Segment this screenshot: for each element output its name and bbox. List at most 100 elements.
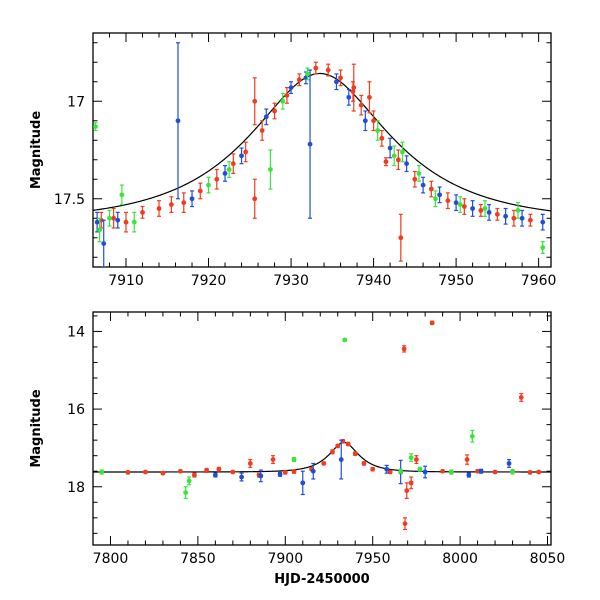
data-point	[401, 345, 407, 353]
data-point	[204, 467, 210, 473]
data-point	[119, 184, 125, 206]
top-panel: 7910 7920 7930 7940 7950 7960 17 17.5 Magnitude	[29, 32, 556, 289]
data-point	[268, 149, 273, 190]
data-point	[445, 192, 451, 210]
data-point	[123, 211, 129, 233]
data-point	[335, 443, 341, 449]
data-point	[402, 517, 408, 531]
data-point	[94, 211, 100, 233]
data-point	[466, 472, 472, 478]
x-axis-label: HJD-2450000	[274, 572, 369, 587]
data-point	[115, 211, 121, 229]
y-tick-label: 16	[67, 402, 85, 418]
y-axis-label: Magnitude	[29, 389, 44, 468]
data-point	[404, 155, 409, 173]
x-tick-label: 7920	[191, 273, 227, 289]
data-point	[307, 69, 313, 219]
data-point	[197, 182, 203, 200]
data-point	[131, 211, 137, 233]
x-tick-label: 8050	[530, 551, 566, 567]
data-point	[540, 241, 546, 254]
data-point	[367, 81, 372, 114]
data-point	[178, 468, 183, 474]
data-point	[387, 137, 393, 159]
data-point	[239, 147, 244, 165]
data-point	[97, 217, 103, 243]
data-point	[212, 472, 218, 478]
model-curve	[93, 441, 551, 473]
data-point	[433, 190, 438, 208]
data-point	[216, 466, 222, 472]
data-point	[464, 454, 470, 465]
data-point	[345, 441, 351, 447]
data-point	[143, 469, 148, 475]
data-point	[478, 204, 484, 217]
data-point	[338, 439, 344, 480]
y-tick-label: 17.5	[54, 192, 85, 208]
data-point	[252, 77, 258, 126]
data-point	[107, 209, 112, 227]
data-point	[506, 458, 512, 468]
data-point	[429, 320, 435, 326]
data-point	[330, 449, 335, 455]
data-point	[346, 88, 352, 106]
data-point	[536, 469, 542, 475]
data-point	[125, 469, 131, 475]
data-point	[270, 455, 276, 465]
data-point	[486, 204, 492, 221]
data-point	[358, 94, 364, 116]
data-point	[239, 472, 244, 482]
data-point	[519, 209, 525, 227]
data-point	[527, 213, 533, 227]
x-tick-label: 7950	[438, 273, 474, 289]
data-point	[412, 170, 418, 188]
data-point	[375, 120, 381, 141]
data-point	[140, 205, 145, 219]
data-point	[527, 469, 533, 475]
data-point	[300, 470, 306, 496]
data-point	[189, 190, 195, 208]
data-point	[379, 129, 385, 147]
data-point	[461, 198, 467, 215]
series-red	[125, 320, 542, 531]
data-point	[160, 470, 166, 476]
y-tick-label: 14	[67, 324, 85, 340]
data-point	[313, 61, 319, 75]
data-point	[291, 457, 297, 463]
data-point	[370, 466, 376, 472]
data-point	[351, 63, 357, 112]
model-curve	[93, 72, 551, 212]
data-point	[258, 469, 264, 483]
data-point	[362, 110, 368, 132]
x-tick-label: 7930	[273, 273, 309, 289]
data-point	[280, 92, 286, 110]
data-point	[206, 176, 211, 194]
x-tick-label: 7850	[180, 551, 216, 567]
data-point	[478, 468, 484, 474]
data-point	[183, 486, 189, 499]
data-point	[494, 207, 500, 221]
data-point	[99, 469, 105, 475]
data-point	[391, 145, 397, 167]
data-point	[93, 122, 98, 132]
data-point	[214, 168, 220, 190]
bottom-panel: 7800 7850 7900 7950 8000 8050 14 16 18 Magnitude H…	[29, 311, 566, 587]
data-point	[342, 337, 348, 343]
data-point	[305, 67, 310, 81]
data-point	[413, 455, 419, 465]
data-point	[384, 464, 390, 474]
data-point	[361, 461, 367, 466]
data-point	[111, 207, 117, 229]
plot-frame	[92, 32, 552, 268]
series-green	[99, 337, 515, 499]
series-red	[98, 61, 533, 262]
data-point	[168, 196, 174, 213]
data-point	[503, 207, 509, 225]
data-point	[291, 469, 297, 475]
data-point	[282, 469, 288, 475]
x-tick-label: 7940	[356, 273, 392, 289]
data-point	[383, 157, 389, 167]
data-point	[387, 469, 393, 475]
data-layer	[93, 320, 551, 531]
data-point	[540, 213, 546, 231]
